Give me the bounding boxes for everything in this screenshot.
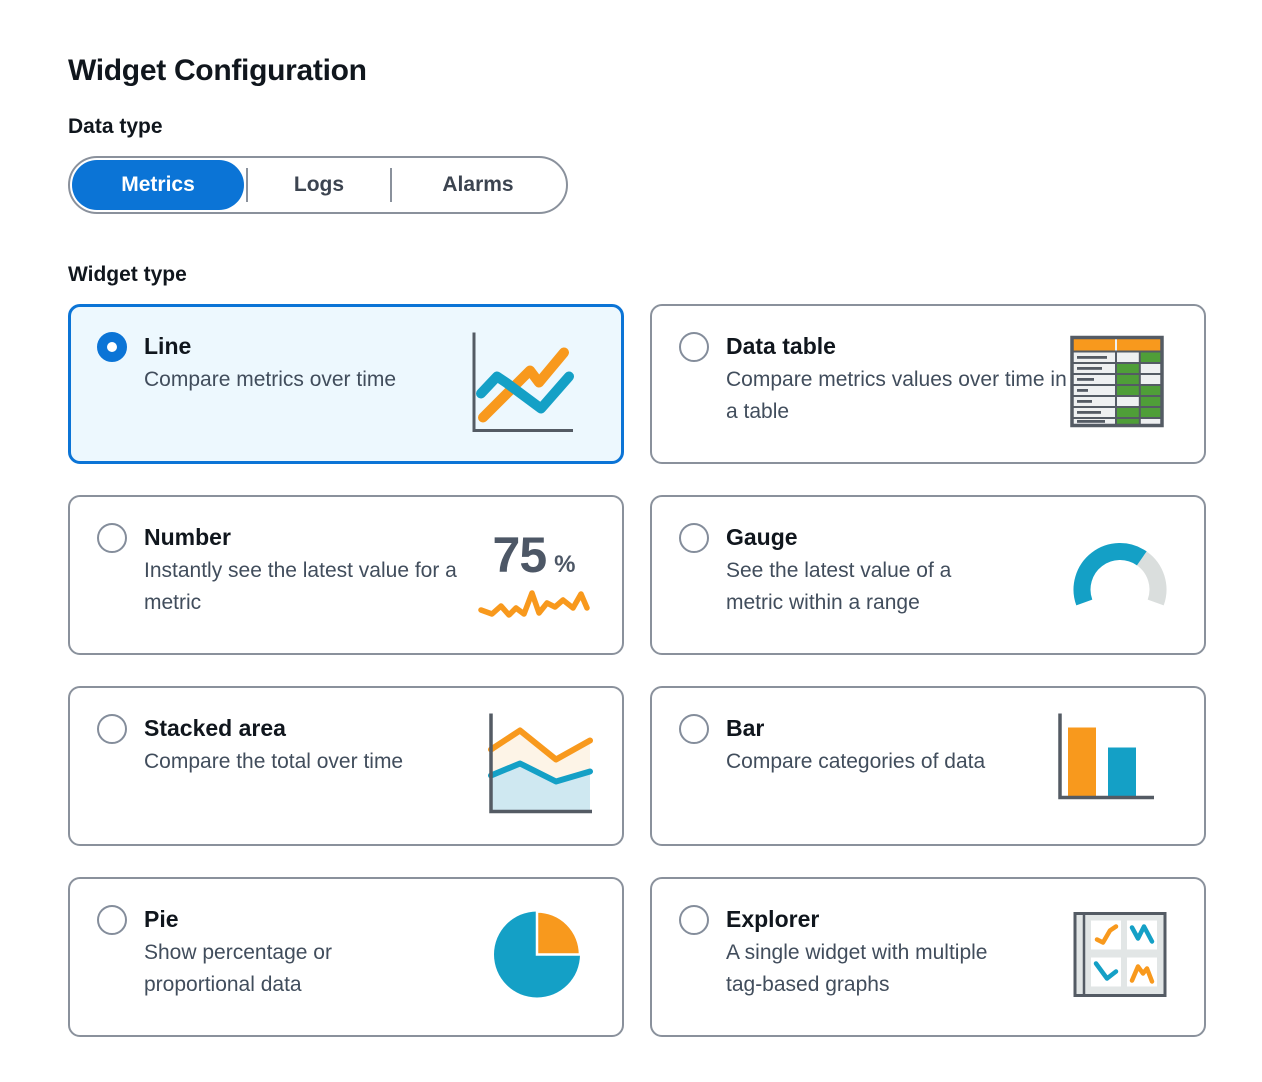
radio-data-table[interactable] (679, 332, 709, 362)
card-title-line: Line (144, 333, 192, 359)
card-desc-data-table: Compare metrics values over time in a ta… (726, 368, 1067, 423)
card-desc-stacked-area: Compare the total over time (144, 750, 404, 773)
card-title-pie: Pie (144, 906, 179, 932)
card-title-bar: Bar (726, 715, 765, 741)
explorer-icon (1072, 911, 1168, 1004)
data-type-segmented-control: Metrics Logs Alarms (68, 156, 568, 214)
radio-bar[interactable] (679, 714, 709, 744)
widget-type-card-explorer[interactable]: Explorer A single widget with multiple t… (650, 877, 1206, 1037)
card-title-explorer: Explorer (726, 906, 820, 932)
radio-explorer[interactable] (679, 905, 709, 935)
segment-divider (390, 168, 392, 202)
gauge-icon (1070, 532, 1170, 619)
data-type-option-logs[interactable]: Logs (248, 158, 390, 212)
widget-type-card-data-table[interactable]: Data table Compare metrics values over t… (650, 304, 1206, 464)
widget-type-card-number[interactable]: Number Instantly see the latest value fo… (68, 495, 624, 655)
widget-type-card-pie[interactable]: Pie Show percentage or proportional data (68, 877, 624, 1037)
widget-type-card-line[interactable]: Line Compare metrics over time (68, 304, 624, 464)
card-title-number: Number (144, 524, 231, 550)
data-type-label: Data type (68, 115, 163, 138)
data-table-icon (1070, 335, 1164, 433)
page-title: Widget Configuration (68, 54, 367, 87)
widget-type-grid: Line Compare metrics over time Data tabl… (68, 304, 1206, 1037)
pie-chart-icon (492, 910, 582, 1005)
number-sparkline-icon: 75 % (478, 526, 590, 624)
card-title-gauge: Gauge (726, 524, 798, 550)
card-desc-pie: Show percentage or proportional data (144, 941, 332, 996)
card-desc-bar: Compare categories of data (726, 750, 986, 773)
card-desc-explorer: A single widget with multiple tag-based … (726, 941, 988, 996)
data-type-option-alarms[interactable]: Alarms (392, 158, 564, 212)
card-desc-gauge: See the latest value of a metric within … (726, 559, 952, 614)
radio-number[interactable] (97, 523, 127, 553)
data-type-option-metrics[interactable]: Metrics (72, 160, 244, 210)
widget-type-label: Widget type (68, 263, 187, 286)
stacked-area-icon (476, 710, 594, 823)
radio-line[interactable] (97, 332, 127, 362)
radio-stacked-area[interactable] (97, 714, 127, 744)
bar-chart-icon (1056, 712, 1158, 821)
widget-type-card-gauge[interactable]: Gauge See the latest value of a metric w… (650, 495, 1206, 655)
widget-type-card-stacked-area[interactable]: Stacked area Compare the total over time (68, 686, 624, 846)
card-desc-line: Compare metrics over time (144, 368, 397, 391)
number-preview-unit: % (554, 551, 576, 578)
card-title-data-table: Data table (726, 333, 836, 359)
radio-pie[interactable] (97, 905, 127, 935)
card-title-stacked-area: Stacked area (144, 715, 286, 741)
line-chart-icon (459, 328, 575, 441)
widget-type-card-bar[interactable]: Bar Compare categories of data (650, 686, 1206, 846)
radio-gauge[interactable] (679, 523, 709, 553)
card-desc-number: Instantly see the latest value for a met… (144, 559, 457, 614)
number-preview-value: 75 (492, 527, 548, 583)
segment-divider (246, 168, 248, 202)
